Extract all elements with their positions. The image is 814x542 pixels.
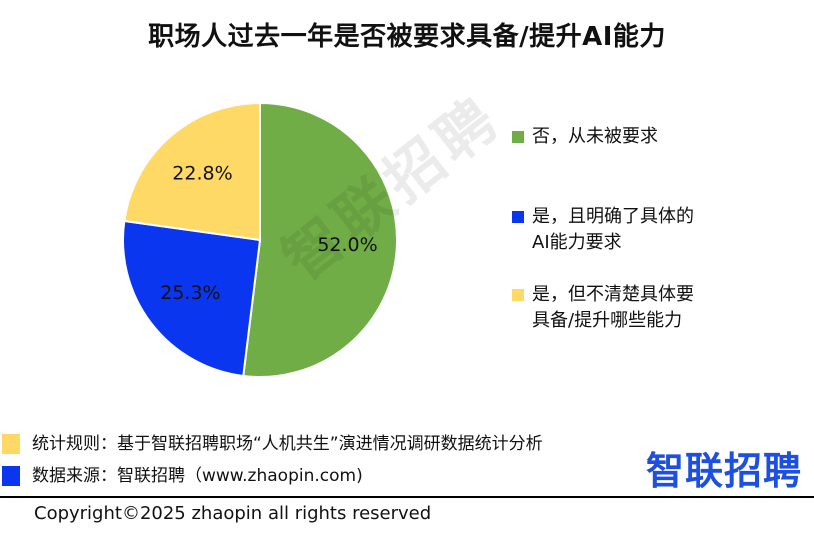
pie-slice-label-2: 22.8% (172, 162, 232, 184)
legend-label: AI能力要求 (532, 232, 622, 253)
pie-slice-1 (122, 219, 262, 378)
pie-slice-label-0: 52.0% (317, 234, 377, 256)
pie-slice-0 (242, 101, 398, 378)
footer-divider (0, 496, 814, 498)
pie-slice-label-1: 25.3% (160, 282, 220, 304)
note-swatch (2, 434, 20, 454)
legend-label: 具备/提升哪些能力 (532, 310, 683, 331)
copyright-text: Copyright©2025 zhaopin all rights reserv… (34, 503, 432, 524)
note-text: 数据来源：智联招聘（www.zhaopin.com) (32, 466, 363, 486)
legend-label: 否，从未被要求 (532, 126, 658, 147)
pie-slice-2 (123, 101, 261, 242)
legend-label: 是，且明确了具体的 (532, 206, 694, 227)
legend-swatch (512, 289, 524, 301)
note-swatch (2, 466, 20, 486)
legend-swatch (512, 131, 524, 143)
legend-swatch (512, 211, 524, 223)
legend-label: 是，但不清楚具体要 (532, 284, 694, 305)
note-text: 统计规则：基于智联招聘职场“人机共生”演进情况调研数据统计分析 (32, 434, 543, 454)
chart-title: 职场人过去一年是否被要求具备/提升AI能力 (148, 22, 666, 52)
brand-logo: 智联招聘 (646, 449, 803, 493)
